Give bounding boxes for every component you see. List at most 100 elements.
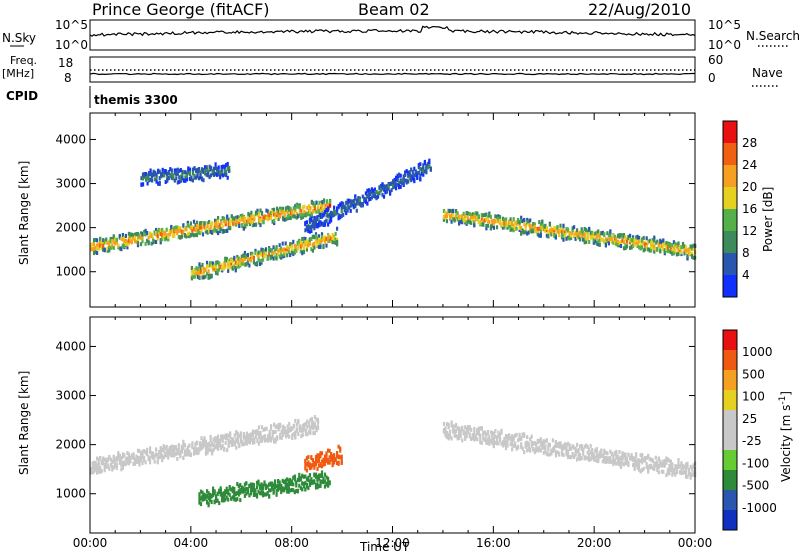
heatmap-cell [325,451,328,456]
heatmap-cell [106,240,109,245]
ytick-label: 3000 [55,389,86,403]
heatmap-cell [182,170,185,175]
heatmap-cell [285,434,288,439]
heatmap-cell [497,430,500,435]
heatmap-cell [662,247,665,252]
heatmap-cell [586,232,589,237]
heatmap-cell [210,494,213,499]
heatmap-cell [313,460,316,465]
heatmap-cell [594,448,597,453]
heatmap-cell [149,177,152,182]
heatmap-cell [495,218,499,223]
heatmap-cell [268,210,271,215]
heatmap-cell [360,202,363,207]
station-title: Prince George (fitACF) [92,0,270,19]
heatmap-cell [583,455,586,460]
heatmap-cell [500,441,503,446]
heatmap-cell [218,439,221,444]
heatmap-cell [200,176,204,181]
colorbar-cell [723,390,737,410]
heatmap-cell [689,244,692,249]
heatmap-cell [330,236,333,241]
heatmap-cell [550,449,553,454]
heatmap-cell [317,234,321,239]
heatmap-cell [157,168,160,173]
heatmap-cell [204,446,208,451]
heatmap-cell [207,171,210,176]
heatmap-cell [217,231,220,236]
heatmap-cell [651,243,654,248]
heatmap-cell [307,226,310,231]
freq-frame [89,56,696,83]
heatmap-cell [497,434,500,439]
heatmap-cell [419,162,422,167]
heatmap-cell [308,466,311,471]
heatmap-cell [639,245,642,250]
heatmap-cell [669,462,672,467]
heatmap-cell [263,434,267,439]
heatmap-cell [268,482,271,487]
heatmap-cell [295,248,298,253]
heatmap-cell [675,467,678,472]
heatmap-cell [530,434,533,439]
heatmap-cell [328,212,331,217]
heatmap-cell [526,442,529,447]
heatmap-cell [274,255,277,260]
heatmap-cell [301,215,304,219]
heatmap-cell [498,218,502,223]
heatmap-cell [243,250,246,255]
heatmap-cell [468,432,471,437]
heatmap-cell [574,447,577,451]
heatmap-cell [191,167,194,172]
heatmap-cell [304,474,307,479]
heatmap-cell [289,253,292,258]
heatmap-cell [509,217,512,222]
heatmap-cell [114,241,117,246]
heatmap-cell [503,225,506,230]
heatmap-cell [283,217,286,222]
heatmap-cell [220,227,223,232]
heatmap-cell [225,170,228,174]
heatmap-cell [340,209,343,214]
heatmap-cell [541,446,544,450]
heatmap-cell [317,476,321,481]
heatmap-cell [235,218,238,223]
heatmap-cell [603,455,606,460]
heatmap-cell [331,237,334,241]
heatmap-cell [317,241,321,246]
heatmap-cell [223,164,226,169]
heatmap-cell [224,492,227,497]
heatmap-cell [311,244,314,249]
heatmap-cell [591,448,594,452]
heatmap-cell [185,234,188,239]
heatmap-cell [598,450,601,455]
heatmap-cell [146,452,149,457]
heatmap-cell [227,265,230,270]
heatmap-cell [199,496,203,501]
heatmap-cell [161,170,164,175]
heatmap-cell [585,455,588,460]
heatmap-cell [301,243,304,248]
heatmap-cell [141,455,144,460]
heatmap-cell [275,488,278,493]
heatmap-cell [393,180,396,185]
colorbar-cell [723,410,737,430]
heatmap-cell [491,224,494,229]
heatmap-cell [289,426,292,431]
heatmap-cell [288,427,291,432]
heatmap-cell [249,484,252,489]
heatmap-cell [163,173,166,178]
heatmap-cell [249,488,252,493]
heatmap-cell [687,250,691,255]
heatmap-cell [126,456,129,461]
heatmap-cell [376,191,380,196]
heatmap-cell [524,230,527,235]
heatmap-cell [416,171,419,176]
heatmap-cell [230,214,233,219]
heatmap-cell [146,174,149,179]
heatmap-cell [242,432,245,436]
heatmap-cell [482,218,485,223]
heatmap-cell [275,256,278,261]
heatmap-cell [246,256,249,261]
